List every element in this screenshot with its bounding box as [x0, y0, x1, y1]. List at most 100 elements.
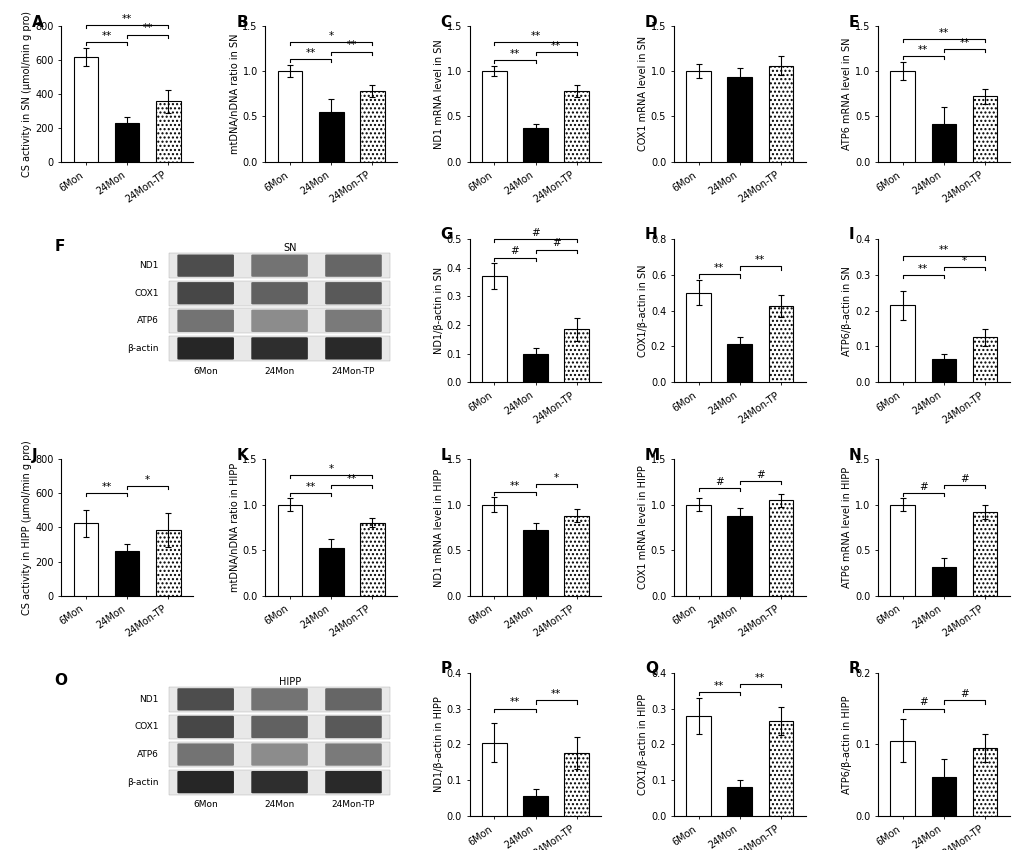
Bar — [727, 787, 751, 816]
Bar — [564, 91, 588, 162]
Text: **: ** — [306, 48, 316, 58]
Text: *: * — [145, 474, 150, 484]
Y-axis label: COX1 mRNA level in HIPP: COX1 mRNA level in HIPP — [638, 466, 647, 589]
FancyBboxPatch shape — [168, 280, 390, 306]
Bar — [930, 124, 956, 162]
Text: P: P — [440, 661, 451, 677]
Bar — [73, 524, 98, 596]
Y-axis label: ATP6/β-actin in HIPP: ATP6/β-actin in HIPP — [842, 695, 852, 794]
Bar — [686, 71, 710, 162]
Text: #: # — [918, 482, 927, 492]
FancyBboxPatch shape — [251, 309, 308, 332]
Text: L: L — [440, 448, 449, 463]
Text: COX1: COX1 — [133, 722, 159, 732]
Bar — [360, 91, 384, 162]
Bar — [114, 122, 140, 162]
Bar — [523, 354, 547, 382]
FancyBboxPatch shape — [177, 688, 233, 711]
Text: *: * — [328, 464, 333, 474]
FancyBboxPatch shape — [177, 337, 233, 360]
Text: **: ** — [346, 41, 357, 50]
Text: #: # — [959, 474, 968, 484]
Bar — [727, 343, 751, 382]
Y-axis label: CS activity in HIPP (μmol/min g pro): CS activity in HIPP (μmol/min g pro) — [22, 440, 33, 615]
Text: ND1: ND1 — [140, 694, 159, 704]
Bar — [890, 71, 914, 162]
Text: #: # — [714, 477, 722, 487]
Text: **: ** — [937, 246, 948, 255]
Bar — [156, 101, 180, 162]
Text: B: B — [236, 14, 248, 30]
Bar — [564, 329, 588, 382]
FancyBboxPatch shape — [168, 336, 390, 361]
Bar — [767, 500, 793, 596]
Text: **: ** — [530, 31, 540, 41]
FancyBboxPatch shape — [177, 771, 233, 793]
Y-axis label: ND1/β-actin in SN: ND1/β-actin in SN — [433, 267, 443, 354]
Bar — [114, 552, 140, 596]
Y-axis label: CS activity in SN (μmol/min g pro): CS activity in SN (μmol/min g pro) — [22, 11, 33, 177]
Y-axis label: ND1 mRNA level in HIPP: ND1 mRNA level in HIPP — [433, 468, 443, 586]
Bar — [482, 71, 506, 162]
Bar — [767, 306, 793, 382]
Text: **: ** — [122, 14, 132, 24]
Y-axis label: COX1 mRNA level in SN: COX1 mRNA level in SN — [638, 37, 647, 151]
Text: *: * — [553, 473, 558, 484]
Y-axis label: ATP6 mRNA level in HIPP: ATP6 mRNA level in HIPP — [842, 467, 852, 588]
Bar — [890, 740, 914, 816]
Bar — [930, 359, 956, 382]
Text: R: R — [848, 661, 860, 677]
Text: C: C — [440, 14, 451, 30]
FancyBboxPatch shape — [325, 337, 381, 360]
FancyBboxPatch shape — [168, 770, 390, 795]
Text: **: ** — [346, 474, 357, 484]
Y-axis label: ATP6/β-actin in SN: ATP6/β-actin in SN — [842, 266, 852, 355]
Text: *: * — [328, 31, 333, 41]
Text: M: M — [644, 448, 659, 463]
Bar — [277, 505, 303, 596]
Text: **: ** — [550, 689, 560, 700]
Text: ND1: ND1 — [140, 261, 159, 270]
Bar — [767, 721, 793, 816]
FancyBboxPatch shape — [251, 688, 308, 711]
Y-axis label: COX1/β-actin in SN: COX1/β-actin in SN — [638, 264, 647, 357]
Text: 24Mon-TP: 24Mon-TP — [331, 800, 375, 809]
Text: #: # — [755, 469, 764, 479]
Text: **: ** — [713, 264, 723, 274]
FancyBboxPatch shape — [177, 254, 233, 277]
Bar — [360, 523, 384, 596]
FancyBboxPatch shape — [251, 254, 308, 277]
Bar — [686, 716, 710, 816]
Bar — [767, 65, 793, 162]
Text: F: F — [54, 239, 65, 254]
Text: 24Mon: 24Mon — [264, 366, 294, 376]
Text: 6Mon: 6Mon — [193, 800, 218, 809]
FancyBboxPatch shape — [325, 688, 381, 711]
Text: β-actin: β-actin — [127, 344, 159, 353]
Bar — [930, 567, 956, 596]
FancyBboxPatch shape — [168, 253, 390, 278]
Bar — [319, 112, 343, 162]
Text: **: ** — [917, 264, 927, 274]
Text: #: # — [551, 238, 559, 248]
Text: **: ** — [713, 681, 723, 691]
Text: N: N — [848, 448, 861, 463]
FancyBboxPatch shape — [177, 309, 233, 332]
Text: **: ** — [937, 28, 948, 38]
Bar — [686, 505, 710, 596]
Bar — [727, 516, 751, 596]
Text: **: ** — [550, 41, 560, 51]
Bar — [73, 57, 98, 162]
FancyBboxPatch shape — [251, 337, 308, 360]
Y-axis label: ATP6 mRNA level in SN: ATP6 mRNA level in SN — [842, 37, 852, 150]
Text: **: ** — [510, 48, 520, 59]
Text: #: # — [531, 228, 539, 238]
Bar — [523, 796, 547, 816]
Bar — [972, 512, 997, 596]
Bar — [890, 505, 914, 596]
FancyBboxPatch shape — [177, 744, 233, 766]
Y-axis label: COX1/β-actin in HIPP: COX1/β-actin in HIPP — [638, 694, 647, 795]
Text: G: G — [440, 228, 452, 242]
Bar — [972, 337, 997, 382]
Text: A: A — [33, 14, 44, 30]
